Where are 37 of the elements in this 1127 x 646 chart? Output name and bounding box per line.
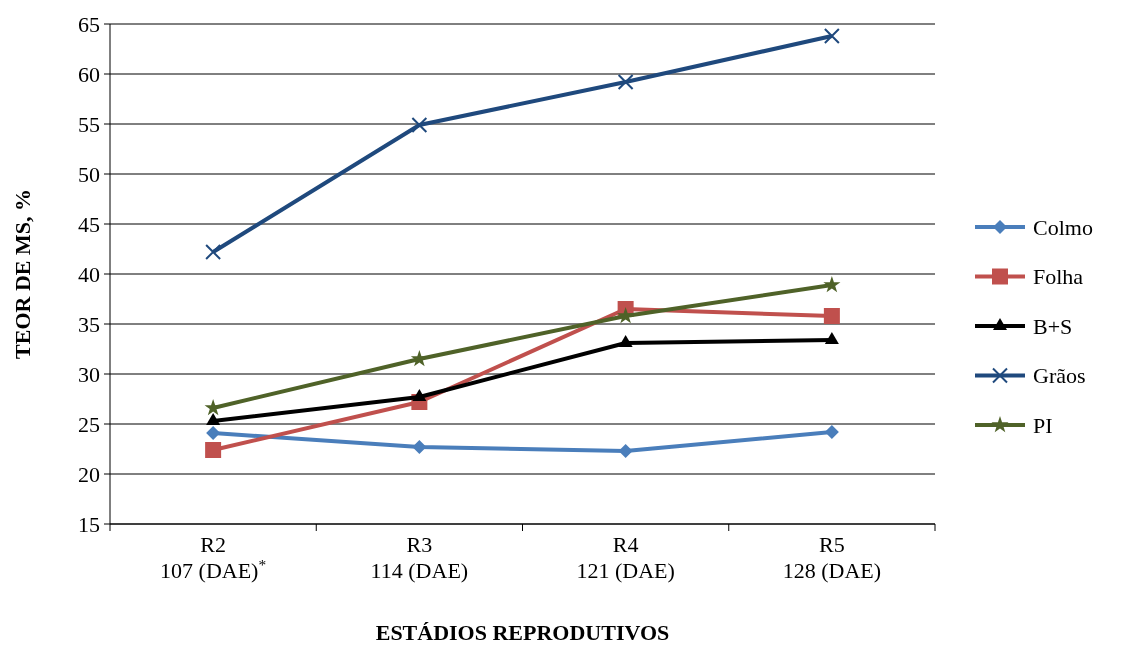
y-axis-title: TEOR DE MS, % bbox=[10, 189, 35, 359]
x-tick-label: R5 128 (DAE) bbox=[782, 532, 882, 583]
point bbox=[824, 425, 839, 439]
y-tick-label: 30 bbox=[78, 361, 100, 387]
point bbox=[412, 389, 427, 401]
legend-label: PI bbox=[1033, 412, 1053, 438]
point bbox=[412, 440, 427, 454]
point bbox=[205, 244, 222, 260]
y-tick-label: 25 bbox=[78, 411, 100, 437]
legend-label: Grãos bbox=[1033, 363, 1086, 389]
point bbox=[618, 335, 633, 347]
point bbox=[411, 117, 428, 133]
y-tick-label: 60 bbox=[78, 61, 100, 87]
point bbox=[205, 442, 222, 458]
legend-label: Colmo bbox=[1033, 214, 1093, 240]
x-axis-title: ESTÁDIOS REPRODUTIVOS bbox=[375, 620, 670, 645]
point bbox=[823, 308, 840, 324]
y-tick-label: 45 bbox=[78, 211, 100, 237]
point bbox=[823, 28, 840, 44]
point bbox=[206, 426, 221, 440]
point bbox=[823, 276, 841, 293]
x-tick-label: R2 107 (DAE)$^{*}$ bbox=[160, 532, 267, 583]
point bbox=[618, 444, 633, 458]
y-tick-label: 20 bbox=[78, 461, 100, 487]
x-tick-label: R3 114 (DAE) bbox=[370, 532, 469, 583]
y-tick-label: 40 bbox=[78, 261, 100, 287]
y-tick-label: 35 bbox=[78, 311, 100, 337]
y-tick-label: 65 bbox=[78, 11, 100, 37]
y-tick-label: 15 bbox=[78, 511, 100, 537]
legend-label: Folha bbox=[1033, 264, 1084, 290]
point bbox=[206, 413, 221, 425]
y-tick-label: 50 bbox=[78, 161, 100, 187]
point bbox=[617, 74, 634, 90]
x-tick-label: R4 121 (DAE) bbox=[576, 532, 675, 583]
legend-label: B+S bbox=[1033, 313, 1073, 339]
point bbox=[824, 332, 839, 344]
y-tick-label: 55 bbox=[78, 111, 100, 137]
